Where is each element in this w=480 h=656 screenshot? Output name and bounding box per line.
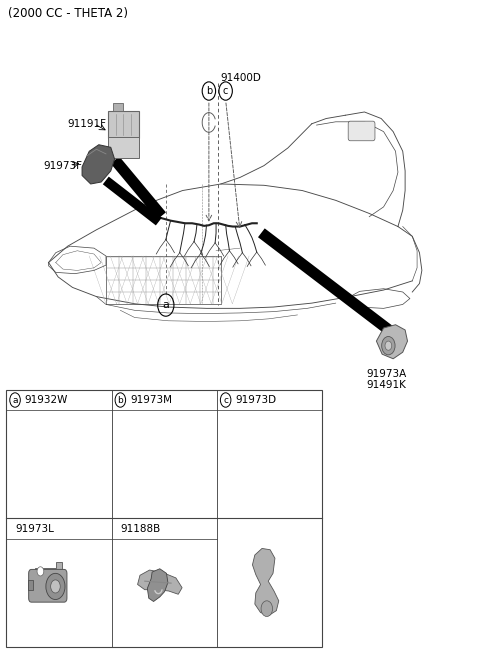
Polygon shape: [138, 570, 182, 594]
Circle shape: [385, 341, 392, 350]
Text: b: b: [118, 396, 123, 405]
Text: a: a: [162, 300, 169, 310]
Polygon shape: [147, 569, 168, 602]
Text: (2000 CC - THETA 2): (2000 CC - THETA 2): [8, 7, 128, 20]
Text: 91191F: 91191F: [68, 119, 107, 129]
FancyBboxPatch shape: [108, 111, 140, 138]
Polygon shape: [82, 145, 115, 184]
Text: c: c: [223, 86, 228, 96]
Polygon shape: [35, 562, 62, 586]
Text: b: b: [206, 86, 212, 96]
Circle shape: [37, 567, 44, 576]
Text: 91491K: 91491K: [367, 380, 407, 390]
Text: 91932W: 91932W: [24, 395, 68, 405]
Polygon shape: [376, 325, 408, 359]
Text: 91188B: 91188B: [120, 524, 161, 534]
Text: c: c: [223, 396, 228, 405]
FancyBboxPatch shape: [348, 121, 375, 141]
Text: 91973D: 91973D: [235, 395, 276, 405]
Bar: [108, 137, 140, 158]
Circle shape: [261, 601, 273, 617]
Text: 91400D: 91400D: [220, 73, 261, 83]
Circle shape: [382, 337, 395, 355]
Text: 91973F: 91973F: [44, 161, 83, 171]
Polygon shape: [252, 548, 279, 615]
Circle shape: [51, 580, 60, 593]
Text: 91973L: 91973L: [15, 524, 54, 534]
FancyBboxPatch shape: [29, 569, 67, 602]
Text: 91973M: 91973M: [130, 395, 172, 405]
Text: a: a: [12, 396, 18, 405]
Bar: [28, 580, 34, 590]
Text: 91973A: 91973A: [367, 369, 407, 379]
Bar: [113, 103, 123, 111]
Circle shape: [46, 573, 65, 600]
Bar: [6, 390, 323, 647]
